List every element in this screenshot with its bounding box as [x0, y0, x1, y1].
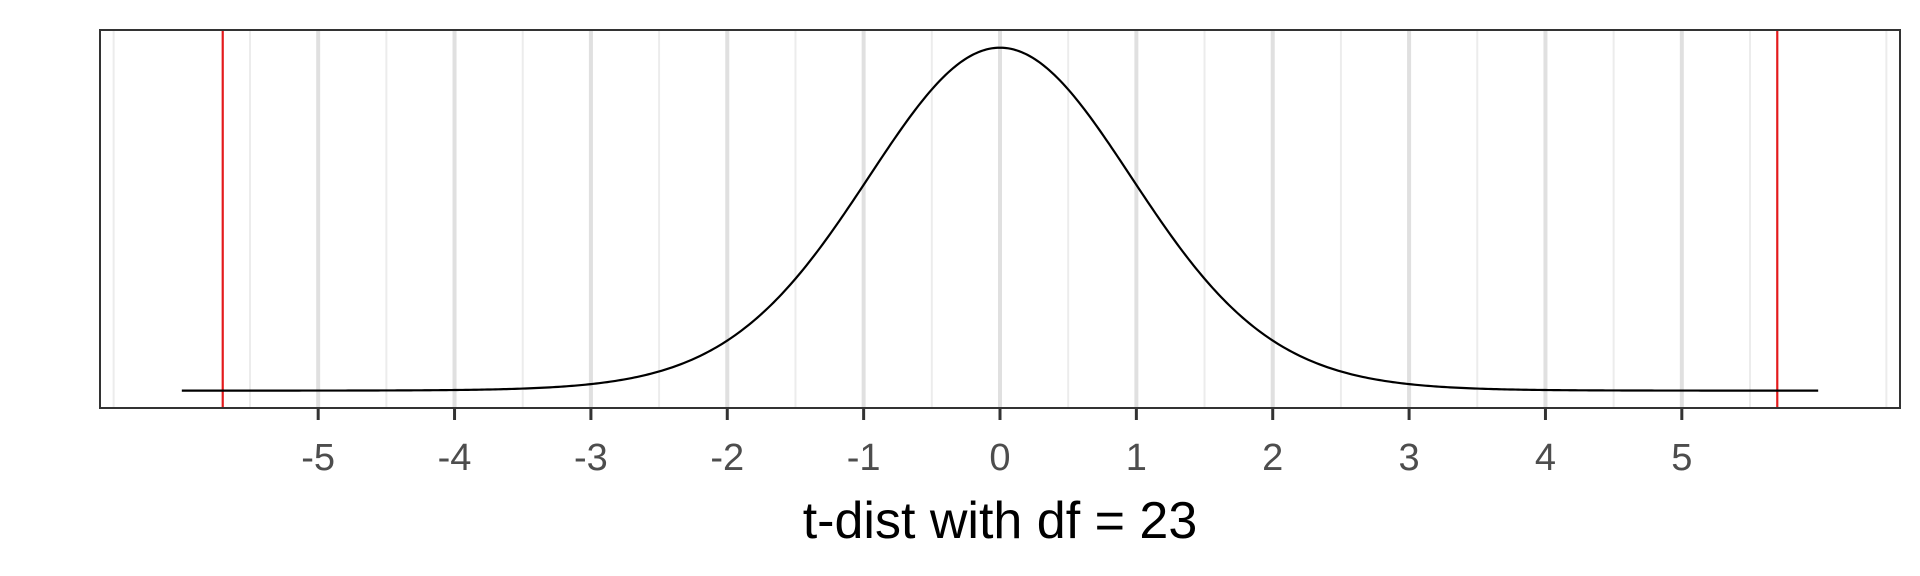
grid-lines	[112, 30, 1888, 408]
x-axis-tick-label: 5	[1671, 437, 1692, 479]
x-axis-tick-label: -5	[301, 437, 335, 479]
x-axis-tick-label: 0	[989, 437, 1010, 479]
x-axis-ticks	[316, 408, 1684, 420]
critical-value-lines	[221, 30, 1779, 408]
x-axis-tick-label: -3	[574, 437, 608, 479]
x-axis-tick-label: 1	[1126, 437, 1147, 479]
x-axis-tick-label: 4	[1535, 437, 1556, 479]
x-axis-tick-label: -4	[438, 437, 472, 479]
x-axis-tick-label: -1	[847, 437, 881, 479]
density-curve	[181, 46, 1819, 392]
x-axis-tick-label: 2	[1262, 437, 1283, 479]
x-axis-tick-label: 3	[1399, 437, 1420, 479]
x-axis-title: t-dist with df = 23	[803, 492, 1198, 550]
x-axis-tick-labels: -5 -4 -3 -2 -1 0 1 2 3 4 5	[301, 437, 1692, 479]
x-axis-tick-label: -2	[710, 437, 744, 479]
